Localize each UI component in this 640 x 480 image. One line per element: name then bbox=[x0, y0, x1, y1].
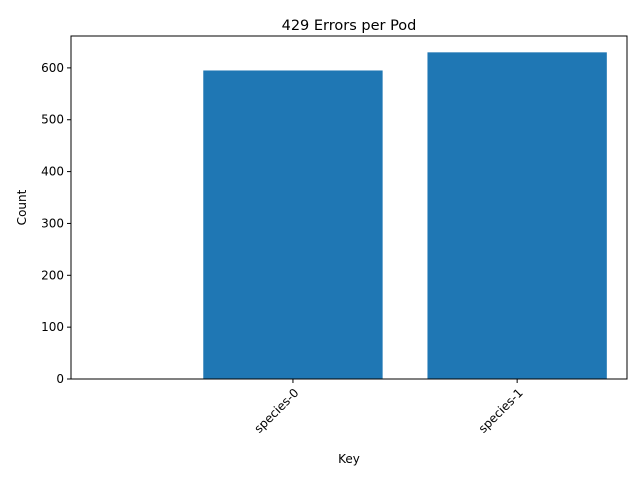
y-tick-label: 500 bbox=[41, 113, 64, 127]
plot-frame bbox=[70, 35, 628, 380]
y-tick-label: 300 bbox=[41, 216, 64, 230]
y-axis-ticks: 0 100 200 300 400 500 600 bbox=[41, 61, 71, 386]
y-tick-label: 400 bbox=[41, 165, 64, 179]
y-tick-label: 100 bbox=[41, 320, 64, 334]
y-tick-label: 0 bbox=[56, 372, 64, 386]
chart-title: 429 Errors per Pod bbox=[282, 18, 417, 34]
bars-layer bbox=[203, 52, 607, 380]
y-tick-label: 200 bbox=[41, 268, 64, 282]
x-axis-ticks: species-0 species-1 bbox=[251, 379, 526, 436]
y-tick-label: 600 bbox=[41, 61, 64, 75]
x-axis-label: Key bbox=[338, 452, 360, 466]
bar-species-0 bbox=[203, 70, 383, 380]
y-axis-label: Count bbox=[15, 189, 29, 225]
x-tick-label: species-0 bbox=[251, 386, 301, 436]
bar-species-1 bbox=[427, 52, 607, 379]
x-tick-label: species-1 bbox=[476, 386, 526, 436]
